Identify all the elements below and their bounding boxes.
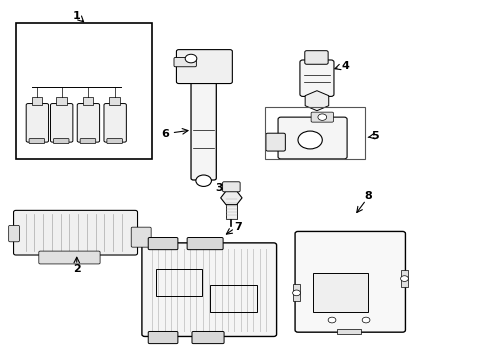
Bar [82, 97, 93, 105]
Text: 4: 4 [341, 62, 349, 71]
Circle shape [292, 290, 300, 296]
Text: 1: 1 [73, 12, 81, 21]
Polygon shape [220, 191, 242, 205]
FancyBboxPatch shape [80, 139, 96, 144]
FancyBboxPatch shape [176, 50, 232, 84]
Circle shape [317, 114, 326, 120]
FancyBboxPatch shape [265, 133, 285, 151]
Text: 8: 8 [364, 191, 371, 201]
FancyBboxPatch shape [148, 332, 178, 343]
Circle shape [362, 317, 369, 323]
Bar [31, 97, 42, 105]
FancyBboxPatch shape [304, 51, 327, 64]
Bar [225, 198, 236, 219]
FancyBboxPatch shape [104, 104, 126, 142]
Bar [156, 269, 202, 296]
FancyBboxPatch shape [39, 251, 100, 264]
FancyBboxPatch shape [53, 139, 69, 144]
FancyBboxPatch shape [299, 60, 333, 96]
FancyBboxPatch shape [191, 75, 216, 180]
FancyBboxPatch shape [192, 332, 224, 343]
FancyBboxPatch shape [142, 243, 276, 337]
Text: 7: 7 [233, 222, 241, 232]
Bar [312, 273, 368, 312]
FancyBboxPatch shape [222, 182, 240, 192]
Circle shape [185, 54, 197, 63]
Bar [400, 270, 407, 287]
Bar [109, 97, 120, 105]
Bar [56, 97, 66, 105]
FancyBboxPatch shape [294, 231, 405, 332]
FancyBboxPatch shape [148, 238, 178, 249]
Text: 3: 3 [215, 183, 223, 193]
Text: 2: 2 [73, 264, 81, 274]
Circle shape [196, 175, 211, 186]
Bar [210, 285, 256, 312]
FancyBboxPatch shape [14, 210, 137, 255]
Circle shape [327, 317, 335, 323]
FancyBboxPatch shape [278, 117, 346, 159]
Circle shape [297, 131, 322, 149]
FancyBboxPatch shape [131, 227, 151, 247]
Circle shape [400, 276, 407, 282]
FancyBboxPatch shape [50, 104, 73, 142]
Text: 6: 6 [161, 129, 168, 139]
FancyBboxPatch shape [26, 104, 48, 142]
Polygon shape [305, 91, 328, 111]
Bar [336, 329, 361, 334]
Bar [265, 108, 365, 159]
FancyBboxPatch shape [9, 225, 20, 242]
Text: 5: 5 [370, 131, 378, 141]
Bar [16, 23, 152, 158]
FancyBboxPatch shape [174, 58, 196, 67]
FancyBboxPatch shape [29, 139, 44, 144]
FancyBboxPatch shape [187, 238, 223, 249]
FancyBboxPatch shape [310, 112, 333, 122]
Bar [292, 284, 299, 301]
FancyBboxPatch shape [107, 139, 122, 144]
FancyBboxPatch shape [77, 104, 100, 142]
